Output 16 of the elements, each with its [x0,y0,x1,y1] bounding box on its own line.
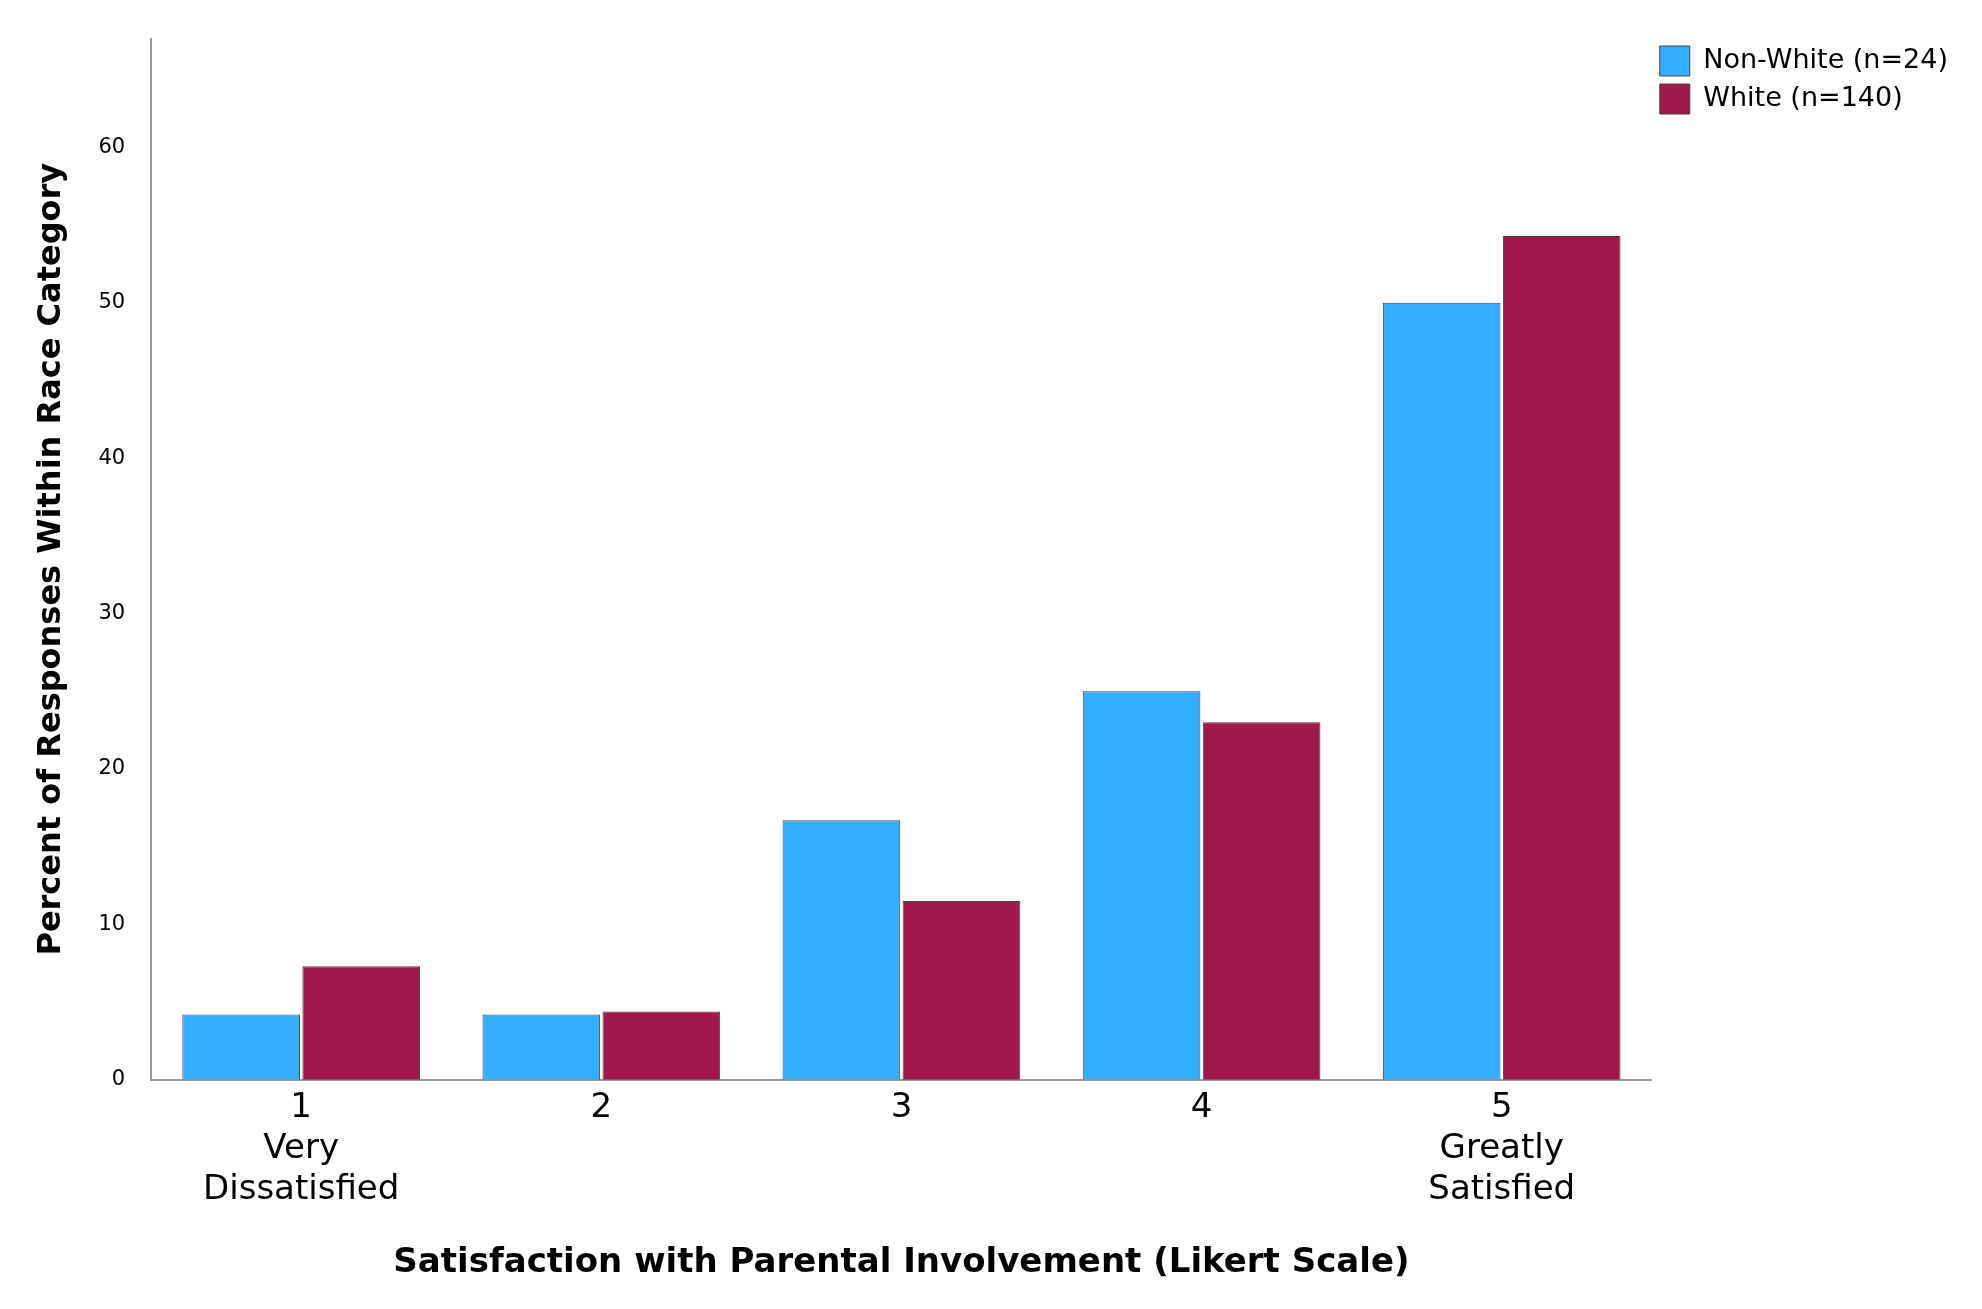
y-axis-title: Percent of Responses Within Race Category [29,162,68,956]
y-tick-label: 0 [111,1066,126,1091]
legend-label: Non-White (n=24) [1703,43,1949,75]
x-tick-label: 2 [590,1085,613,1126]
x-axis-title: Satisfaction with Parental Involvement (Likert Scale) [393,1240,1410,1281]
x-tick-label: 3 [890,1085,913,1126]
y-tick-label: 30 [98,600,126,625]
x-tick-label: 1 Very Dissatisfied [203,1085,400,1207]
y-tick-label: 50 [98,289,126,314]
y-tick-label: 20 [98,755,126,780]
y-tick-label: 40 [98,444,126,469]
x-tick-label: 5 Greatly Satisfied [1428,1085,1576,1207]
legend-label: White (n=140) [1703,81,1903,113]
x-tick-label: 4 [1190,1085,1213,1126]
y-tick-label: 10 [98,910,126,935]
y-tick-label: 60 [98,133,126,158]
